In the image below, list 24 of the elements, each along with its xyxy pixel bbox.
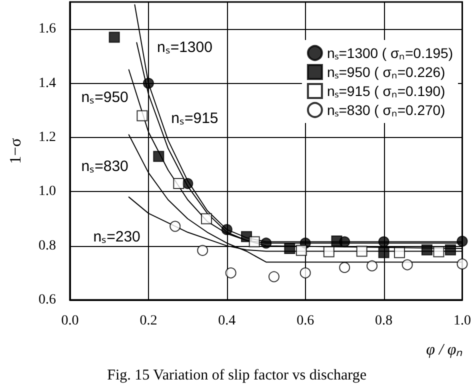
x-axis-title: φ / φₙ [426,342,464,358]
series-label: nₛ=230 [93,228,140,246]
series-label: nₛ=1300 [156,39,212,56]
series-label: nₛ=915 [171,110,218,128]
y-axis-title: 1−σ [8,138,24,164]
y-tick-label: 1.4 [38,76,56,91]
y-tick-label: 1.0 [38,184,56,200]
x-tick-label: 0.6 [296,314,314,328]
series-label: nₛ=950 [81,89,128,106]
x-tick-label: 0.0 [61,314,79,328]
y-tick-label: 0.8 [38,238,56,254]
x-tick-label: 0.4 [218,314,236,328]
y-tick-label: 1.2 [38,130,56,145]
x-tick-label: 0.8 [375,314,393,328]
x-tick-label: 1.0 [454,314,471,328]
caption: Fig. 15 Variation of slip factor vs discharge [107,368,367,384]
y-tick-label: 1.6 [38,22,56,37]
x-tick-label: 0.2 [140,314,158,328]
series-label: nₛ=830 [81,158,128,176]
legend-label: nₛ=915 ( σₙ=0.190) [326,83,446,99]
legend-label: nₛ=1300 ( σₙ=0.195) [326,45,453,61]
legend-label: nₛ=950 ( σₙ=0.226) [326,64,446,80]
legend-label: nₛ=830 ( σₙ=0.270) [326,102,446,118]
y-tick-label: 0.6 [38,292,56,308]
